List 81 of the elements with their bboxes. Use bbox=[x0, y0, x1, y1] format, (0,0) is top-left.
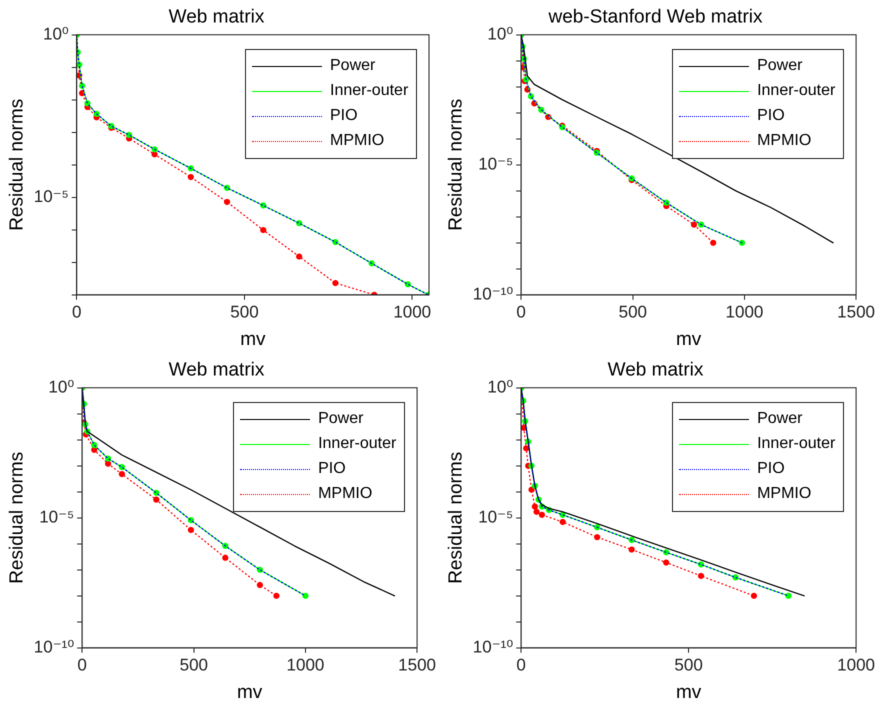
point bbox=[296, 253, 302, 260]
point bbox=[118, 470, 126, 478]
x-tick-label: 0 bbox=[72, 302, 82, 322]
point bbox=[560, 518, 566, 526]
chart-title: Web matrix bbox=[168, 6, 265, 28]
y-axis-title: Residual norms bbox=[446, 98, 467, 231]
point bbox=[151, 151, 158, 158]
point bbox=[663, 559, 670, 566]
legend-label: Inner-outer bbox=[757, 435, 836, 454]
y-axis-title: Residual norms bbox=[446, 452, 467, 584]
y-tick-label: 10⁻¹⁰ bbox=[472, 284, 514, 304]
y-tick-label: 10⁻¹⁰ bbox=[472, 637, 514, 656]
y-tick-label: 10⁰ bbox=[487, 24, 514, 44]
x-tick-label: 500 bbox=[230, 302, 259, 322]
y-tick-label: 10⁻⁵ bbox=[39, 507, 74, 526]
y-tick-label: 10⁻⁵ bbox=[478, 154, 514, 174]
y-tick-label: 10⁻⁵ bbox=[34, 186, 69, 206]
legend-label: Power bbox=[757, 410, 802, 428]
point bbox=[188, 174, 194, 180]
point bbox=[188, 526, 194, 534]
x-tick-label: 0 bbox=[516, 302, 526, 322]
x-tick-label: 1000 bbox=[393, 302, 432, 322]
point bbox=[523, 445, 530, 452]
x-tick-label: 500 bbox=[674, 656, 703, 675]
legend-label: PIO bbox=[757, 460, 785, 478]
point bbox=[224, 198, 230, 206]
chart-title: Web matrix bbox=[168, 360, 265, 381]
point bbox=[533, 508, 540, 515]
point bbox=[256, 582, 263, 588]
point bbox=[332, 280, 338, 286]
legend-label: PIO bbox=[330, 107, 358, 126]
y-tick-label: 10⁻¹⁰ bbox=[34, 637, 74, 656]
x-tick-label: 1500 bbox=[837, 302, 876, 322]
point bbox=[532, 503, 538, 510]
point bbox=[750, 592, 758, 599]
x-tick-label: 0 bbox=[516, 656, 526, 675]
legend-label: Inner-outer bbox=[318, 435, 396, 454]
legend-label: Power bbox=[318, 410, 364, 428]
x-tick-label: 1000 bbox=[726, 302, 764, 322]
point bbox=[594, 534, 600, 540]
y-axis-title: Residual norms bbox=[6, 452, 28, 584]
x-tick-label: 500 bbox=[618, 302, 647, 322]
point bbox=[260, 226, 266, 234]
point bbox=[698, 572, 704, 580]
point bbox=[710, 240, 716, 246]
x-axis-title: mv bbox=[240, 328, 266, 350]
legend-label: PIO bbox=[318, 460, 346, 478]
point bbox=[690, 222, 698, 228]
point bbox=[104, 460, 112, 467]
x-axis-title: mv bbox=[676, 682, 702, 703]
legend-label: Power bbox=[757, 57, 802, 76]
x-axis-title: mv bbox=[676, 328, 702, 350]
point bbox=[538, 512, 546, 518]
y-tick-label: 10⁰ bbox=[48, 377, 74, 396]
legend-label: MPMIO bbox=[318, 485, 372, 504]
point bbox=[273, 592, 280, 599]
legend-label: MPMIO bbox=[330, 132, 384, 150]
point bbox=[528, 486, 535, 493]
point bbox=[628, 546, 635, 553]
x-tick-label: 500 bbox=[180, 656, 208, 675]
point bbox=[785, 592, 792, 599]
legend-label: Power bbox=[330, 57, 376, 76]
x-tick-label: 1000 bbox=[286, 656, 324, 675]
legend-label: Inner-outer bbox=[330, 82, 408, 100]
x-axis-title: mv bbox=[236, 682, 263, 703]
y-axis-title: Residual norms bbox=[6, 98, 28, 231]
y-tick-label: 10⁰ bbox=[487, 377, 514, 396]
point bbox=[222, 554, 228, 561]
y-tick-label: 10⁰ bbox=[42, 24, 69, 44]
chart-title: web-Stanford Web matrix bbox=[547, 6, 763, 28]
x-tick-label: 0 bbox=[77, 656, 87, 675]
legend-label: MPMIO bbox=[757, 485, 812, 504]
x-tick-label: 1000 bbox=[837, 656, 876, 675]
x-tick-label: 1500 bbox=[398, 656, 436, 675]
chart-title: Web matrix bbox=[608, 360, 704, 381]
y-tick-label: 10⁻⁵ bbox=[478, 507, 514, 526]
legend-label: PIO bbox=[757, 107, 785, 126]
legend-label: Inner-outer bbox=[757, 82, 836, 100]
point bbox=[153, 496, 160, 503]
point bbox=[302, 592, 309, 599]
legend-label: MPMIO bbox=[757, 132, 812, 150]
